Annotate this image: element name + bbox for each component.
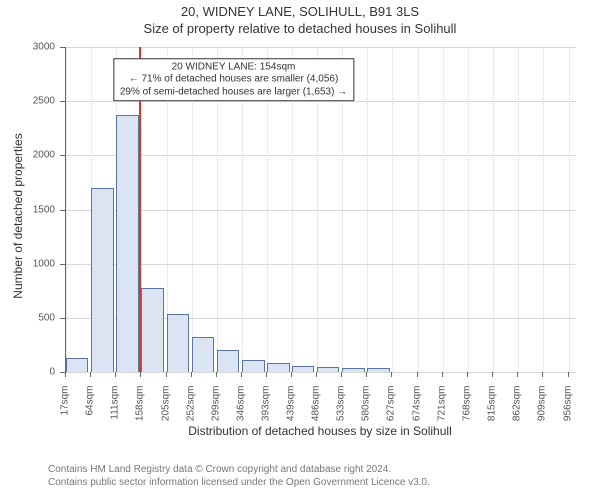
histogram-bar bbox=[292, 366, 314, 373]
histogram-bar bbox=[342, 368, 364, 372]
histogram-bar bbox=[66, 358, 88, 372]
gridline-h bbox=[66, 47, 576, 48]
xtick-mark bbox=[341, 372, 342, 377]
ytick-mark bbox=[60, 101, 65, 102]
xtick-mark bbox=[140, 372, 141, 377]
gridline-v bbox=[468, 47, 469, 372]
histogram-bar bbox=[91, 188, 113, 372]
ytick-label: 0 bbox=[0, 367, 55, 378]
ytick-label: 3000 bbox=[0, 42, 55, 53]
footer-line2: Contains public sector information licen… bbox=[48, 477, 430, 490]
gridline-h bbox=[66, 210, 576, 211]
histogram-bar bbox=[242, 360, 264, 372]
xtick-mark bbox=[216, 372, 217, 377]
xtick-mark bbox=[417, 372, 418, 377]
ytick-label: 1000 bbox=[0, 258, 55, 269]
gridline-v bbox=[418, 47, 419, 372]
ytick-label: 2500 bbox=[0, 96, 55, 107]
histogram-bar bbox=[317, 367, 339, 372]
annotation-line: 20 WIDNEY LANE: 154sqm bbox=[120, 61, 347, 74]
ytick-label: 500 bbox=[0, 312, 55, 323]
footer-line1: Contains HM Land Registry data © Crown c… bbox=[48, 464, 430, 477]
ytick-label: 2000 bbox=[0, 150, 55, 161]
gridline-v bbox=[367, 47, 368, 372]
ytick-mark bbox=[60, 318, 65, 319]
gridline-v bbox=[518, 47, 519, 372]
gridline-v bbox=[493, 47, 494, 372]
gridline-h bbox=[66, 264, 576, 265]
gridline-v bbox=[569, 47, 570, 372]
annotation-line: 29% of semi-detached houses are larger (… bbox=[120, 86, 347, 99]
annotation-box: 20 WIDNEY LANE: 154sqm← 71% of detached … bbox=[113, 58, 354, 102]
xtick-mark bbox=[191, 372, 192, 377]
ytick-mark bbox=[60, 264, 65, 265]
ytick-mark bbox=[60, 47, 65, 48]
histogram-bar bbox=[116, 115, 138, 372]
gridline-h bbox=[66, 101, 576, 102]
xtick-mark bbox=[517, 372, 518, 377]
xtick-mark bbox=[90, 372, 91, 377]
xtick-mark bbox=[391, 372, 392, 377]
xtick-mark bbox=[316, 372, 317, 377]
xtick-mark bbox=[366, 372, 367, 377]
xtick-mark bbox=[65, 372, 66, 377]
gridline-v bbox=[443, 47, 444, 372]
xtick-mark bbox=[241, 372, 242, 377]
gridline-v bbox=[392, 47, 393, 372]
ytick-mark bbox=[60, 155, 65, 156]
xtick-mark bbox=[266, 372, 267, 377]
annotation-line: ← 71% of detached houses are smaller (4,… bbox=[120, 73, 347, 86]
gridline-h bbox=[66, 155, 576, 156]
histogram-bar bbox=[167, 314, 189, 373]
histogram-bar bbox=[217, 350, 239, 372]
xtick-mark bbox=[442, 372, 443, 377]
xtick-mark bbox=[115, 372, 116, 377]
ytick-mark bbox=[60, 210, 65, 211]
xtick-mark bbox=[291, 372, 292, 377]
x-axis-title: Distribution of detached houses by size … bbox=[65, 424, 575, 438]
gridline-h bbox=[66, 372, 576, 373]
histogram-bar bbox=[267, 363, 289, 372]
y-axis-title: Number of detached properties bbox=[11, 116, 25, 316]
histogram-bar bbox=[141, 288, 163, 373]
gridline-v bbox=[543, 47, 544, 372]
gridline-v bbox=[66, 47, 67, 372]
xtick-mark bbox=[467, 372, 468, 377]
histogram-bar bbox=[367, 368, 389, 372]
ytick-label: 1500 bbox=[0, 204, 55, 215]
histogram-bar bbox=[192, 337, 214, 372]
plot-area: 20 WIDNEY LANE: 154sqm← 71% of detached … bbox=[65, 47, 576, 373]
xtick-mark bbox=[568, 372, 569, 377]
footer-attribution: Contains HM Land Registry data © Crown c… bbox=[48, 464, 430, 489]
xtick-mark bbox=[542, 372, 543, 377]
xtick-mark bbox=[492, 372, 493, 377]
xtick-mark bbox=[166, 372, 167, 377]
